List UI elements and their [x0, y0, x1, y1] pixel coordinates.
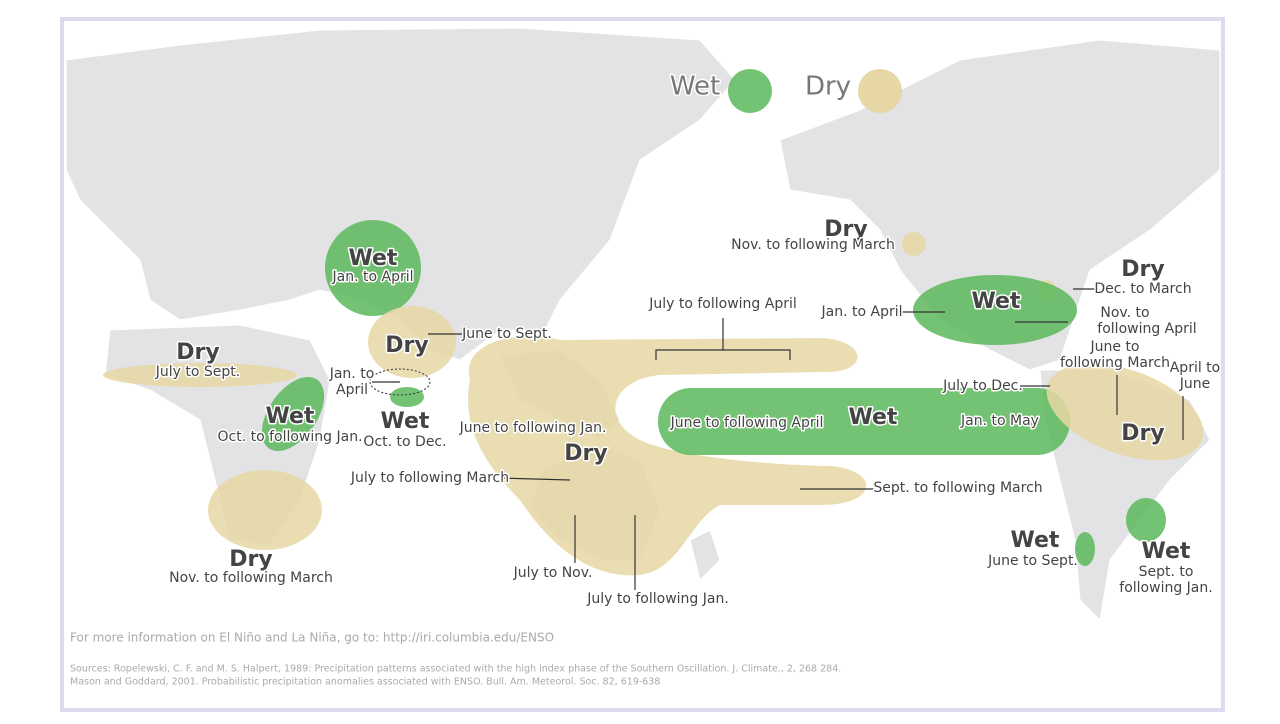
region-type: Dry [229, 547, 272, 572]
legend-label: Wet [670, 72, 720, 102]
region-type: Wet [266, 404, 315, 429]
region-period: following March [1060, 355, 1170, 371]
region-period: Sept. to [1139, 564, 1194, 580]
region-period: following April [1097, 321, 1196, 337]
region-period: June [1179, 376, 1211, 392]
legend-swatch [858, 69, 902, 113]
region-period: Nov. to following March [731, 237, 895, 253]
region-period: Jan. to May [960, 413, 1039, 429]
region-type: Wet [849, 405, 898, 430]
region-type: Wet [381, 409, 430, 434]
wet-region [261, 376, 325, 452]
region-type: Dry [1121, 257, 1164, 282]
leader-lines [372, 288, 1184, 590]
region-period: Nov. to following March [169, 570, 333, 586]
region-period: Oct. to Dec. [363, 434, 446, 450]
dry-region [902, 232, 926, 256]
dry-region [103, 363, 297, 387]
region-type: Wet [972, 289, 1021, 314]
region-period: June to following Jan. [459, 420, 607, 436]
region-period: July to Dec. [942, 378, 1023, 394]
region-period: Jan. to April [332, 269, 414, 285]
region-period: July to following March [350, 470, 509, 486]
info-note: For more information on El Niño and La N… [70, 631, 554, 645]
region-period: Nov. to [1100, 305, 1149, 321]
dry-region [208, 470, 322, 550]
region-period: June to [1090, 339, 1140, 355]
region-period: Jan. to [329, 366, 375, 382]
region-period: June to Sept. [461, 326, 552, 342]
region-period: July to following Jan. [586, 591, 729, 607]
region-period: Jan. to April [821, 304, 903, 320]
region-type: Dry [1121, 421, 1164, 446]
region-period: Dec. to March [1094, 281, 1191, 297]
legend: Wet Dry [668, 69, 902, 113]
wet-region [325, 220, 421, 316]
wet-region [390, 387, 424, 407]
regions [103, 220, 1204, 576]
source-line: Sources: Ropelewski, C. F. and M. S. Hal… [70, 664, 841, 675]
region-type: Wet [349, 246, 398, 271]
region-period: July to following April [648, 296, 797, 312]
frame [60, 17, 1225, 712]
region-period: July to Sept. [155, 364, 240, 380]
source-line: Mason and Goddard, 2001. Probabilistic p… [70, 677, 660, 688]
legend-label: Dry [805, 72, 851, 102]
region-period: April to [1170, 360, 1221, 376]
legend-swatch [728, 69, 772, 113]
region-period: Oct. to following Jan. [217, 429, 362, 445]
region-type: Wet [1142, 539, 1191, 564]
region-period: following Jan. [1119, 580, 1212, 596]
dry-region [468, 336, 867, 576]
region-period: April [336, 382, 368, 398]
wet-region [1126, 498, 1166, 542]
region-type: Dry [385, 333, 428, 358]
region-period: June to Sept. [987, 553, 1078, 569]
region-type: Dry [824, 217, 867, 242]
region-period: July to Nov. [513, 565, 593, 581]
wet-region [1075, 532, 1095, 566]
wet-region [658, 388, 1070, 455]
region-type: Wet [1011, 528, 1060, 553]
region-type: Dry [564, 441, 607, 466]
region-period: Sept. to following March [873, 480, 1042, 496]
region-period: June to following April [670, 415, 824, 431]
dry-region [1046, 363, 1204, 461]
wet-region [913, 275, 1077, 345]
region-type: Dry [176, 340, 219, 365]
dry-region [368, 306, 456, 378]
region-outline [369, 368, 431, 396]
